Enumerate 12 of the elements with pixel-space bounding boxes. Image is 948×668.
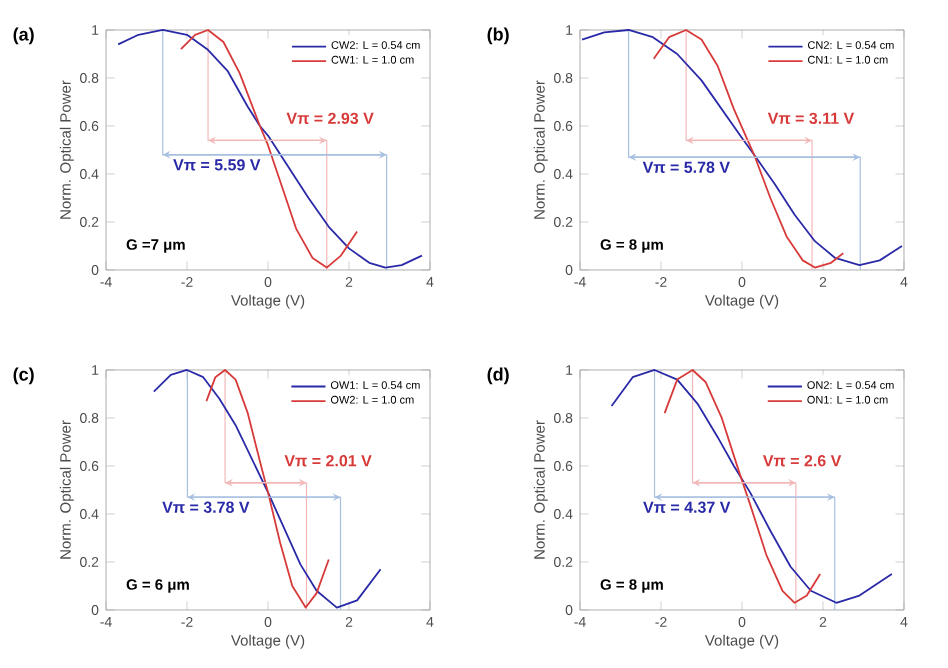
annotation: Vπ = 2.93 V (286, 112, 374, 124)
annotation: Vπ = 3.11 V (767, 112, 855, 124)
chart-title: (b) (487, 27, 509, 45)
annotation: Vπ = 5.59 V (173, 159, 261, 171)
annotation: Vπ = 4.37 V (643, 501, 731, 513)
annotation: Vπ = 2.01 V (284, 455, 372, 467)
chart-title: (d) (487, 367, 509, 385)
annotation: Vπ = 3.78 V (162, 501, 250, 513)
annotation: Vπ = 5.78 V (642, 161, 730, 173)
chart-title: (c) (13, 367, 34, 385)
chart-title: (a) (13, 27, 34, 45)
annotation: Vπ = 2.6 V (762, 455, 842, 467)
